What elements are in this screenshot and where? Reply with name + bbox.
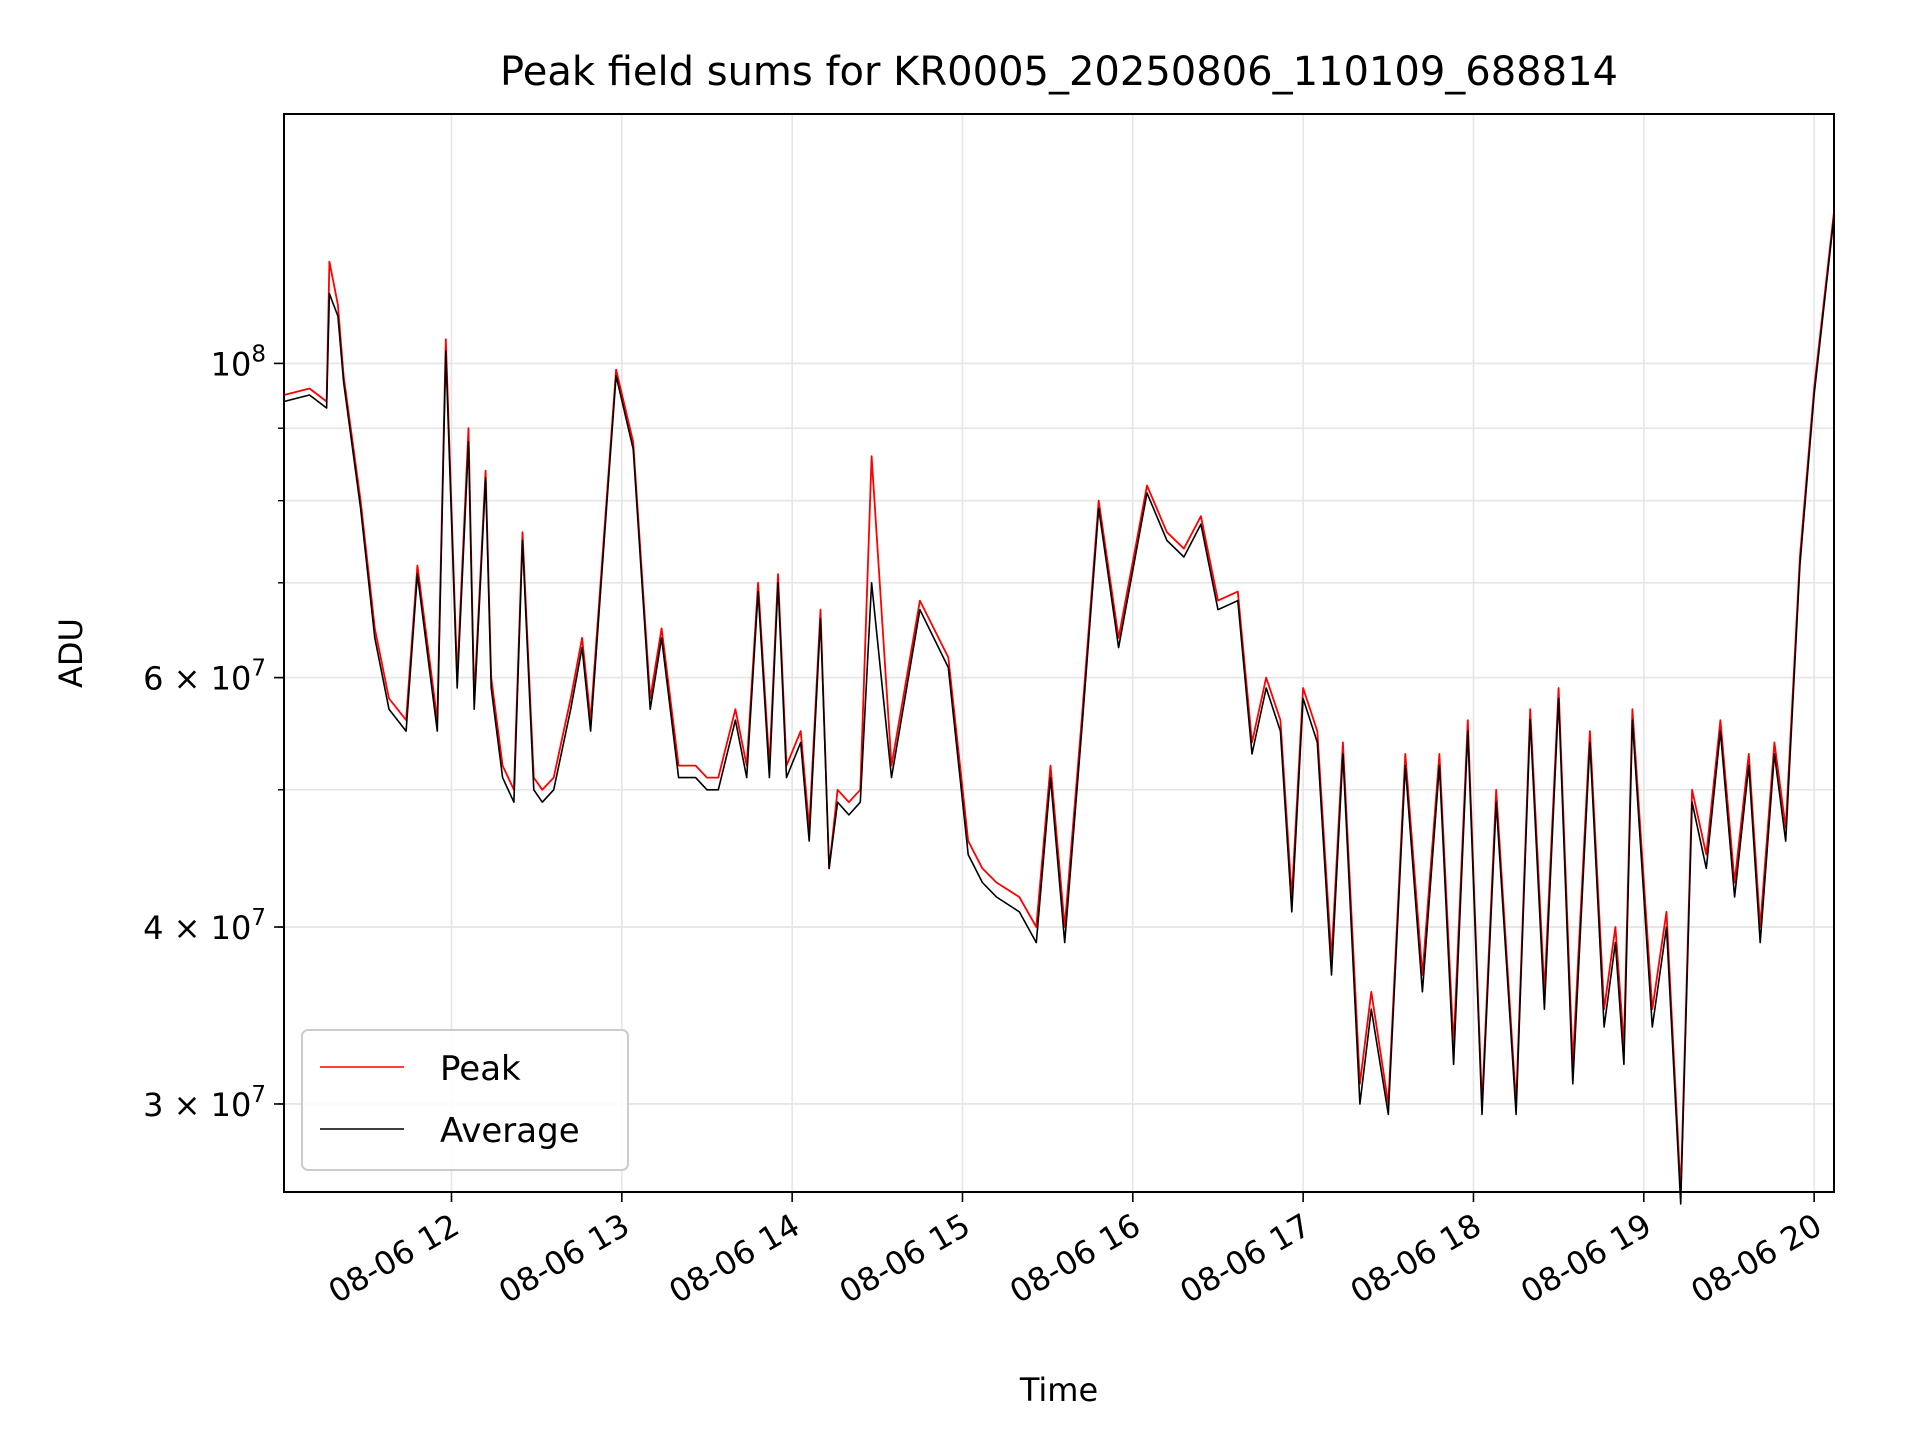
y-tick-label: 4 × 107: [143, 905, 266, 947]
y-axis: 3 × 107 4 × 107 6 × 107 108: [143, 341, 284, 1124]
chart-title: Peak field sums for KR0005_20250806_1101…: [500, 49, 1618, 95]
y-tick-label: 6 × 107: [143, 656, 266, 698]
x-axis-label: Time: [1019, 1371, 1098, 1409]
legend-box: [301, 1029, 629, 1171]
legend-label-average: Average: [440, 1111, 580, 1151]
legend: Peak Average: [301, 1029, 629, 1171]
legend-label-peak: Peak: [440, 1049, 521, 1089]
series-layer: [283, 211, 1835, 1205]
plot-frame: [283, 113, 1835, 1193]
series-line-average: [283, 216, 1835, 1205]
y-axis-label: ADU: [52, 618, 90, 688]
y-tick-label: 108: [211, 341, 266, 383]
y-tick-label: 3 × 107: [143, 1082, 266, 1124]
